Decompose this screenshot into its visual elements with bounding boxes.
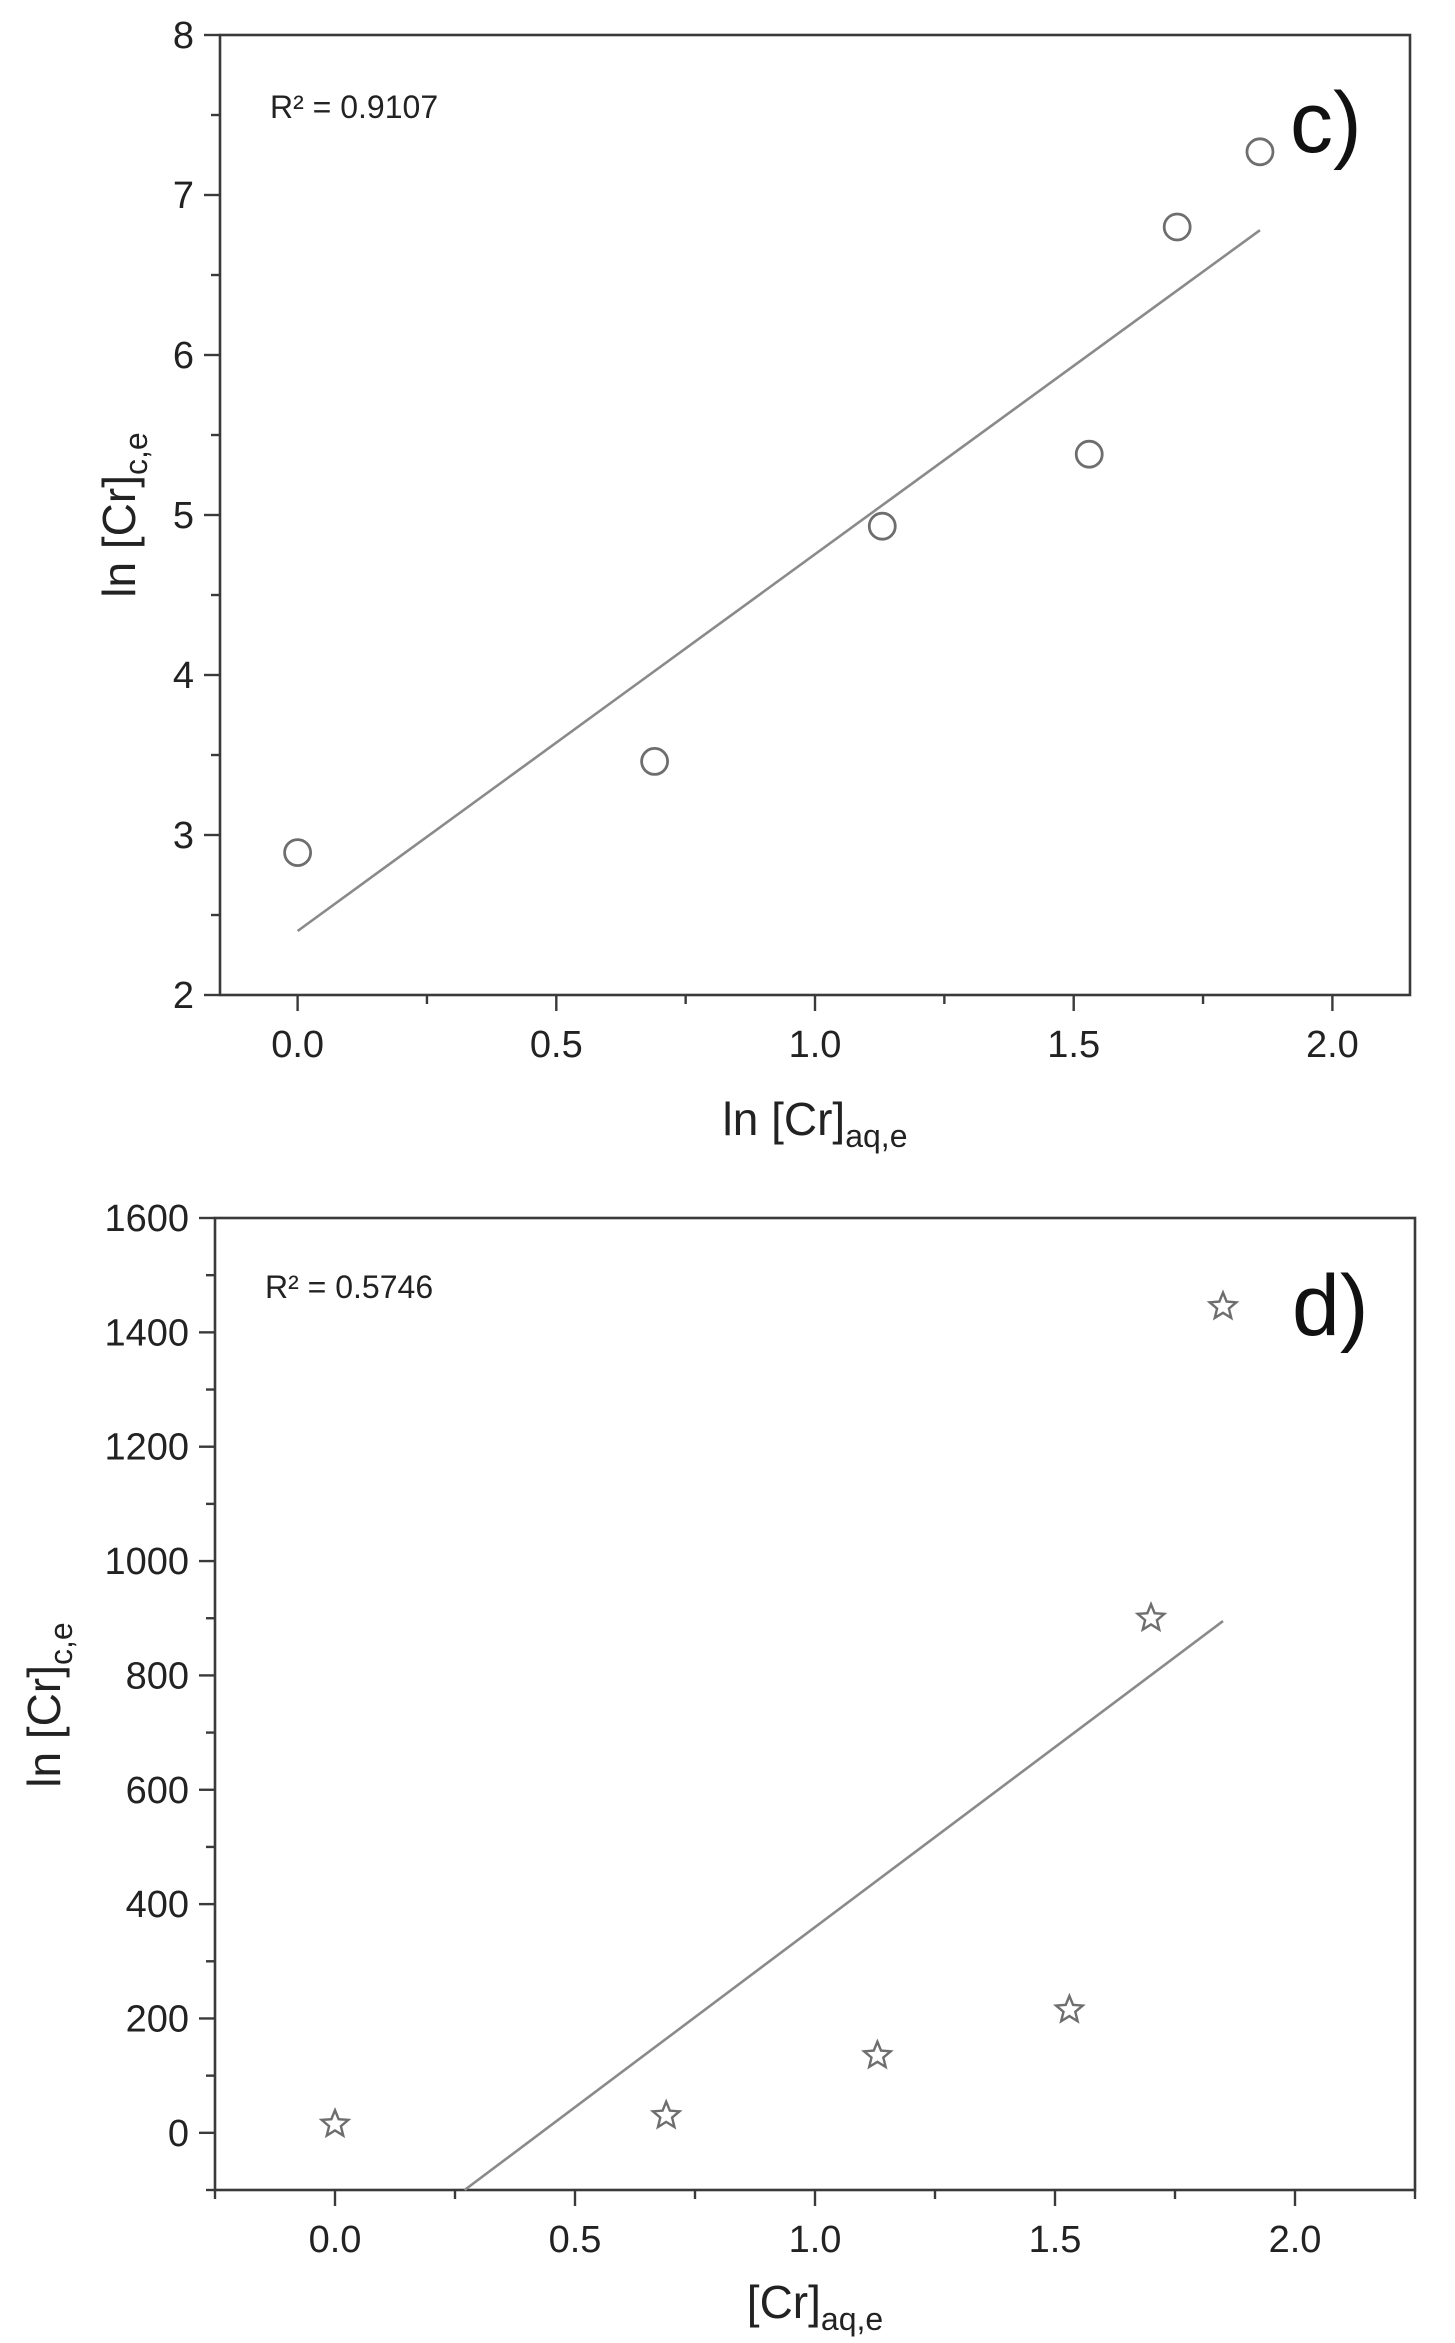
- panel-c-data-point: [867, 511, 897, 541]
- panel-c-y-tick-label: 2: [173, 975, 194, 1017]
- panel-c-x-axis-label: ln [Cr]aq,e: [723, 1093, 908, 1154]
- panel-d-x-ticks: 0.0 0.5 1.0 1.5 2.0: [213, 2190, 1417, 2261]
- panel-d-y-tick-label: 0: [168, 2113, 189, 2155]
- panel-d-plot-frame: [213, 1216, 1417, 2192]
- panel-d-y-tick-label: 1200: [104, 1427, 189, 1469]
- panel-c-y-ticks: 2 3 4 5 6 7 8: [173, 15, 220, 1017]
- panel-d-chart: 0.0 0.5 1.0 1.5 2.0 0 200 400 600 800 1000 1200 140…: [18, 1198, 1417, 2337]
- panel-d-x-axis-label: [Cr]aq,e: [747, 2276, 883, 2337]
- panel-c-y-tick-label: 3: [173, 815, 194, 857]
- panel-d-data-point: [1053, 1992, 1086, 2024]
- panel-c-y-tick-label: 6: [173, 335, 194, 377]
- panel-d-data-point: [861, 2038, 894, 2070]
- panel-c-fit-line: [296, 229, 1261, 933]
- panel-c-x-ticks: 0.0 0.5 1.0 1.5 2.0: [271, 995, 1359, 1066]
- panel-c-x-tick-label: 2.0: [1306, 1024, 1359, 1066]
- panel-c-x-tick-label: 0.0: [271, 1024, 324, 1066]
- panel-d-y-tick-label: 800: [126, 1655, 189, 1697]
- panel-c-x-tick-label: 0.5: [530, 1024, 583, 1066]
- panel-d-data-point: [649, 2098, 683, 2130]
- panel-c-y-tick-label: 4: [173, 655, 194, 697]
- panel-d-data-point: [1134, 1601, 1168, 1633]
- panel-c-chart: 0.0 0.5 1.0 1.5 2.0 2 3 4 5 6 7 8 R² = 0.9107 c) l…: [93, 15, 1412, 1154]
- panel-c-label: c): [1290, 75, 1362, 171]
- panel-c-fit-line-group: [296, 229, 1261, 933]
- panel-d-y-tick-label: 600: [126, 1770, 189, 1812]
- panel-d-data-point: [318, 2107, 352, 2139]
- panel-d-y-tick-label: 1400: [104, 1312, 189, 1354]
- panel-d-y-ticks: 0 200 400 600 800 1000 1200 1400 1600: [104, 1198, 215, 2192]
- panel-c-plot-frame: [218, 33, 1412, 997]
- panel-d-label: d): [1292, 1258, 1368, 1354]
- panel-d-y-tick-label: 400: [126, 1884, 189, 1926]
- panel-d-data-point: [1206, 1289, 1240, 1321]
- panel-d-fit-line: [463, 1620, 1224, 2192]
- panel-c-data-point: [1245, 137, 1275, 167]
- panel-c-x-tick-label: 1.5: [1047, 1024, 1100, 1066]
- panel-d-x-tick-label: 1.5: [1029, 2219, 1082, 2261]
- panel-d-fit-line-group: [463, 1620, 1224, 2192]
- panel-c-y-axis-label: ln [Cr]c,e: [93, 432, 154, 597]
- panel-c-y-tick-label: 5: [173, 495, 194, 537]
- panel-d-y-tick-label: 1600: [104, 1198, 189, 1240]
- panel-c-data-point: [283, 838, 313, 867]
- panel-c-x-tick-label: 1.0: [789, 1024, 842, 1066]
- panel-d-y-axis-label: ln [Cr]c,e: [18, 1622, 79, 1787]
- panel-d-points: [318, 1289, 1240, 2139]
- panel-d-y-tick-label: 1000: [104, 1541, 189, 1583]
- panel-c-data-point: [1074, 439, 1104, 469]
- panel-d-x-tick-label: 0.5: [549, 2219, 602, 2261]
- panel-d-x-tick-label: 2.0: [1269, 2219, 1322, 2261]
- panel-c-y-tick-label: 7: [173, 175, 194, 217]
- panel-c-r2-annotation: R² = 0.9107: [270, 89, 438, 125]
- panel-c-y-tick-label: 8: [173, 15, 194, 57]
- panel-d-x-tick-label: 1.0: [789, 2219, 842, 2261]
- panel-c-data-point: [640, 747, 670, 776]
- panel-d-x-tick-label: 0.0: [309, 2219, 362, 2261]
- panel-c-data-point: [1162, 212, 1192, 242]
- panel-c-points: [283, 137, 1275, 867]
- panel-d-y-tick-label: 200: [126, 1998, 189, 2040]
- panel-d-r2-annotation: R² = 0.5746: [265, 1269, 433, 1305]
